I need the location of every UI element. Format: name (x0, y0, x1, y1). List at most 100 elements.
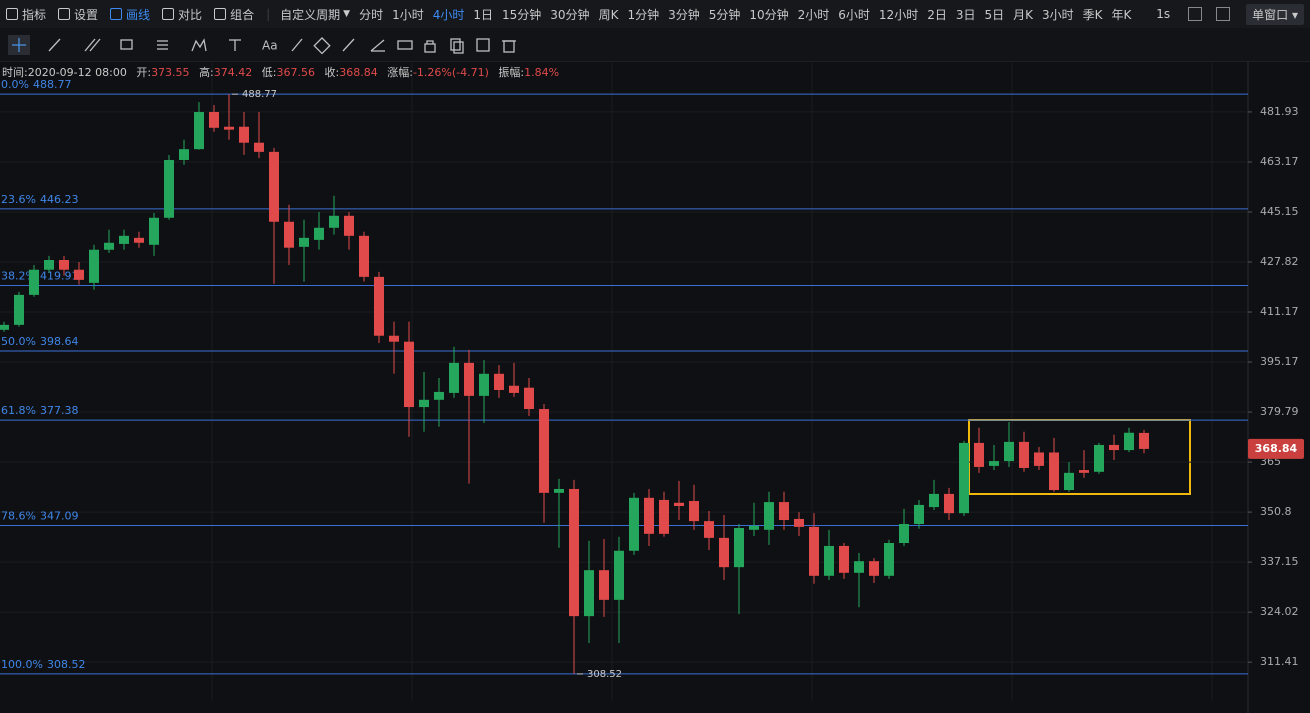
candle-body (389, 335, 399, 342)
candle-body (1139, 432, 1149, 449)
candle-body (134, 237, 144, 243)
candle-body (869, 561, 879, 576)
period-button[interactable]: 30分钟 (550, 7, 590, 22)
candle-body (659, 499, 669, 534)
tool-label[interactable]: 组合 (230, 7, 255, 22)
lock-icon[interactable] (424, 39, 436, 53)
tool-icon[interactable] (162, 8, 175, 20)
candle-body (644, 497, 654, 534)
period-button[interactable]: 年K (1111, 7, 1132, 22)
candle-body (689, 501, 699, 522)
y-tick-label: 350.8 (1260, 505, 1292, 518)
candle-body (404, 341, 414, 408)
tool-label[interactable]: 对比 (178, 7, 203, 22)
candle-body (779, 502, 789, 521)
candle-body (509, 385, 519, 393)
candle-body (209, 112, 219, 128)
tool-button[interactable]: 画线 (110, 6, 150, 23)
fib-ratio: 61.8% (1, 404, 36, 417)
candle-body (674, 502, 684, 507)
period-button[interactable]: 4小时 (432, 7, 465, 22)
info-value: 373.55 (151, 66, 190, 79)
info-value: 368.84 (339, 66, 378, 79)
window-mode[interactable]: 单窗口 ▾ (1246, 3, 1304, 25)
period-button[interactable]: 6小时 (838, 7, 870, 22)
tool-icon[interactable] (110, 8, 123, 20)
window-mode-label[interactable]: 单窗口 (1252, 7, 1289, 22)
period-button[interactable]: 3小时 (1042, 7, 1074, 22)
tool-button[interactable]: 组合 (214, 6, 254, 23)
brush-icon[interactable] (291, 38, 303, 51)
period-button[interactable]: 季K (1082, 7, 1103, 22)
period-button[interactable]: 2小时 (797, 7, 830, 22)
info-value: 1.84% (524, 66, 560, 79)
candle-body (464, 362, 474, 396)
fib-ratio: 38.2% (1, 270, 36, 283)
tool-icon[interactable] (58, 8, 71, 20)
period-button[interactable]: 分时 (359, 7, 384, 22)
period-button[interactable]: 5日 (984, 7, 1005, 22)
rect-icon[interactable] (120, 38, 133, 50)
candle-body (194, 112, 204, 150)
y-tick-label: 445.15 (1260, 205, 1299, 218)
period-button[interactable]: 月K (1013, 7, 1033, 22)
period-button[interactable]: 10分钟 (749, 7, 789, 22)
candle-body (974, 442, 984, 467)
tool-label[interactable]: 指标 (22, 7, 47, 22)
candle-body (719, 537, 729, 568)
candle-body (839, 545, 849, 573)
refresh-rate[interactable]: 1s (1156, 7, 1171, 21)
hline-icon[interactable] (157, 39, 168, 50)
candle-body (569, 488, 579, 617)
tool-icon[interactable] (214, 8, 227, 20)
pattern-icon[interactable] (191, 37, 207, 51)
copy-icon[interactable] (450, 37, 464, 54)
fullscreen-icon[interactable] (1188, 7, 1203, 21)
ruler-icon[interactable] (342, 38, 355, 51)
dropdown-arrow[interactable]: ▼ (343, 9, 351, 19)
hide-icon[interactable] (476, 37, 490, 52)
candle-body (944, 493, 954, 514)
tool-label[interactable]: 画线 (126, 7, 151, 22)
candle-body (449, 362, 459, 393)
eraser-icon[interactable] (313, 36, 331, 54)
period-button[interactable]: 2日 (927, 7, 947, 22)
tool-icon[interactable] (6, 8, 18, 20)
info-label: 收: (324, 66, 340, 79)
info-label: 开: (136, 66, 152, 79)
text-tool[interactable]: Aa (262, 38, 278, 52)
candle-body (539, 409, 549, 493)
marker-label: 488.77 (242, 89, 277, 100)
candle-body (704, 521, 714, 538)
tool-button[interactable]: 对比 (162, 6, 202, 23)
period-button[interactable]: 3日 (955, 7, 976, 22)
candle-body (1049, 452, 1059, 491)
pen-icon[interactable] (370, 39, 385, 52)
custom-period[interactable]: 自定义周期 (280, 7, 341, 22)
chain-icon[interactable] (397, 39, 413, 50)
tool-label[interactable]: 设置 (74, 7, 99, 22)
candle-body (299, 237, 309, 247)
crosshair-icon[interactable] (12, 37, 26, 52)
trendline-icon[interactable] (48, 38, 61, 51)
period-button[interactable]: 周K (598, 7, 619, 22)
tool-group: 指标 设置 画线 对比 组合 (6, 6, 266, 23)
y-tick-label: 324.02 (1260, 605, 1299, 618)
channel-icon[interactable] (84, 38, 101, 51)
period-button[interactable]: 1日 (473, 7, 493, 22)
measure-icon[interactable] (229, 38, 241, 51)
info-value: -1.26%(-4.71) (412, 66, 489, 79)
y-tick-label: 463.17 (1260, 155, 1299, 168)
info-line: 时间:2020-09-12 08:00 开:373.55 高:374.42 低:… (2, 64, 565, 80)
tool-button[interactable]: 设置 (58, 6, 98, 23)
period-button[interactable]: 12小时 (878, 7, 919, 22)
popout-icon[interactable] (1216, 7, 1231, 21)
trash-icon[interactable] (502, 39, 516, 53)
period-button[interactable]: 1小时 (392, 7, 424, 22)
period-button[interactable]: 3分钟 (668, 7, 700, 22)
period-button[interactable]: 5分钟 (708, 7, 741, 22)
period-button[interactable]: 15分钟 (502, 7, 542, 22)
tool-button[interactable]: 指标 (6, 6, 46, 23)
candle-body (359, 235, 369, 277)
period-button[interactable]: 1分钟 (627, 7, 660, 22)
